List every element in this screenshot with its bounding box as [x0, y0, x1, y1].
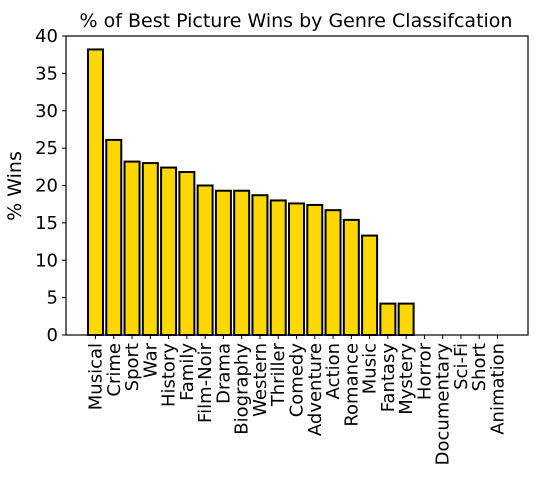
x-tick-label: History	[159, 343, 180, 407]
bar-history	[160, 166, 178, 336]
x-tick-label: Horror	[414, 342, 435, 400]
x-tick-label: Sci-Fi	[451, 343, 472, 390]
bar-fantasy	[379, 302, 397, 336]
bar-war	[141, 162, 159, 336]
bar-romance	[342, 218, 360, 337]
bar-comedy	[288, 202, 305, 336]
y-axis-label: % Wins	[4, 151, 26, 221]
x-tick-label: Action	[323, 343, 344, 399]
x-tick-label: Adventure	[305, 343, 326, 436]
bar-music	[361, 234, 379, 336]
y-axis: 0 5 10 15 20 25 30 35 40	[35, 26, 66, 346]
x-tick-label: Romance	[341, 343, 362, 427]
x-tick-label: Short	[469, 343, 490, 391]
y-tick-label: 25	[35, 138, 58, 159]
x-tick-label: Film-Noir	[195, 342, 216, 423]
bar-biography	[233, 189, 251, 336]
bar-drama	[214, 189, 232, 336]
bar-thriller	[269, 199, 287, 336]
x-tick-label: Sport	[122, 343, 143, 391]
bar-musical	[87, 48, 104, 336]
y-tick-label: 20	[35, 176, 58, 197]
x-tick-label: Drama	[213, 343, 234, 404]
x-tick-label: War	[140, 342, 161, 378]
bar-sport	[123, 160, 141, 336]
y-tick-label: 35	[35, 63, 58, 84]
x-tick-label: Mystery	[396, 343, 417, 415]
bar-film-noir	[196, 184, 214, 336]
x-tick-label: Crime	[104, 343, 125, 397]
x-tick-label: Western	[250, 343, 271, 417]
plot-frame	[65, 35, 529, 336]
bars-group	[87, 48, 415, 337]
bar-mystery	[397, 302, 415, 336]
x-tick-label: Biography	[232, 343, 253, 435]
x-tick-label: Family	[177, 343, 198, 401]
x-tick-label: Fantasy	[378, 343, 399, 413]
x-tick-label: Music	[360, 343, 381, 394]
y-tick-label: 40	[35, 26, 58, 47]
y-tick-label: 30	[35, 101, 58, 122]
x-tick-label: Musical	[86, 343, 107, 410]
bar-action	[324, 209, 342, 336]
chart-title: % of Best Picture Wins by Genre Classifc…	[80, 10, 513, 32]
x-axis: MusicalCrimeSportWarHistoryFamilyFilm-No…	[86, 335, 509, 465]
x-tick-label: Animation	[488, 343, 509, 435]
x-tick-label: Thriller	[268, 342, 289, 407]
x-tick-label: Comedy	[287, 343, 308, 418]
y-tick-label: 15	[35, 213, 58, 234]
bar-western	[251, 194, 269, 336]
x-tick-label: Documentary	[433, 343, 454, 466]
bar-family	[178, 171, 196, 336]
bar-adventure	[306, 203, 324, 336]
y-tick-label: 5	[47, 288, 58, 309]
y-tick-label: 0	[47, 325, 58, 346]
y-tick-label: 10	[35, 250, 58, 271]
bar-crime	[105, 138, 123, 336]
